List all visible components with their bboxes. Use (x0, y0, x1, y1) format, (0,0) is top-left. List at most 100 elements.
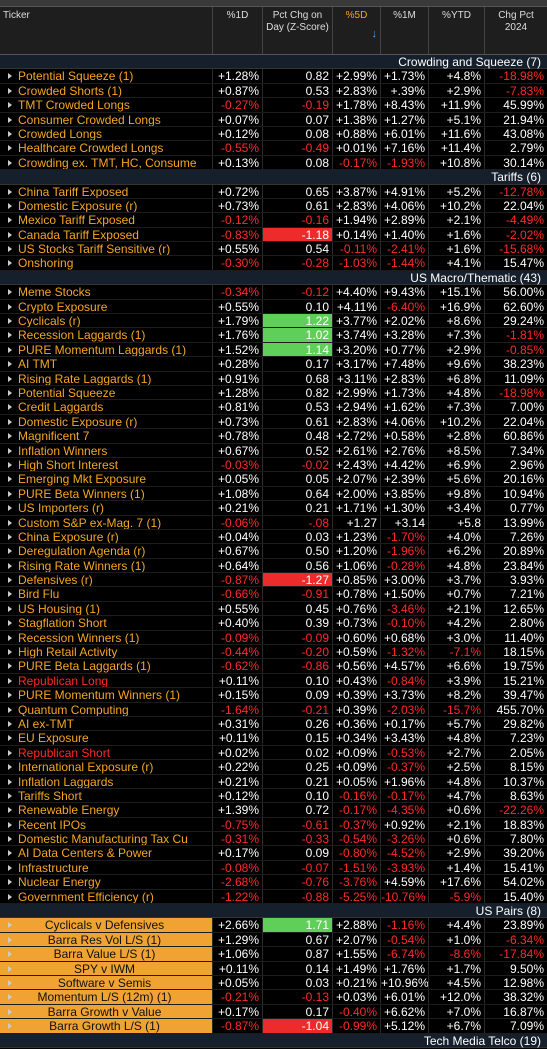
table-row[interactable]: Infrastructure -0.08% -0.07 -1.51% -3.93% +1.… (0, 860, 547, 876)
table-row[interactable]: US Importers (r) +0.21% 0.21 +1.71% +1.30% +3… (0, 501, 547, 516)
table-row[interactable]: Republican Long +0.11% 0.10 +0.43% -0.84% +3.… (0, 673, 547, 689)
table-row[interactable]: US Housing (1) +0.55% 0.45 +0.76% -3.46% +2.1… (0, 601, 547, 617)
table-row[interactable]: Meme Stocks -0.34% -0.12 +4.40% +9.43% +15.1%… (0, 285, 547, 300)
column-title[interactable]: Ticker (0, 7, 212, 54)
table-row[interactable]: Renewable Energy +1.39% 0.72 -0.17% -4.35% +0… (0, 803, 547, 818)
table-row[interactable]: High Retail Activity -0.44% -0.20 +0.59% -1.… (0, 645, 547, 660)
table-row[interactable]: PURE Beta Laggards (1) -0.62% -0.86 +0.56% +… (0, 659, 547, 674)
value-cell: +0.87% (212, 83, 262, 98)
value-cell: +2.99% (332, 385, 380, 400)
table-row[interactable]: Deregulation Agenda (r) +0.67% 0.50 +1.20% -… (0, 544, 547, 559)
table-row[interactable]: Canada Tariff Exposed -0.83% -1.18 +0.14% +1… (0, 227, 547, 243)
table-row[interactable]: Potential Squeeze (1) +1.28% 0.82 +2.99% +1.… (0, 69, 547, 84)
table-row[interactable]: Bird Flu -0.66% -0.91 +0.78% +1.50% +0.7% 7.21… (0, 587, 547, 602)
table-row[interactable]: Mexico Tariff Exposed -0.12% -0.16 +1.94% +2… (0, 213, 547, 228)
table-row[interactable]: Rising Rate Winners (1) +0.64% 0.56 +1.06% -… (0, 558, 547, 574)
value-cell: -2.02% (484, 227, 547, 242)
table-row[interactable]: PURE Momentum Winners (1) +0.15% 0.09 +0.39… (0, 688, 547, 703)
table-row[interactable]: Defensives (r) -0.87% -1.27 +0.85% +3.00% +3.… (0, 573, 547, 588)
value-cell: -0.10% (380, 616, 428, 630)
value-cell: 7.80% (484, 832, 547, 846)
table-row[interactable]: TMT Crowded Longs -0.27% -0.19 +1.78% +8.43%… (0, 98, 547, 113)
value-cell: +1.39% (212, 803, 262, 817)
table-row[interactable]: Rising Rate Laggards (1) +0.91% 0.68 +3.11%… (0, 371, 547, 386)
table-row[interactable]: Software v Semis +0.05% 0.03 +0.21% +10.96% +… (0, 976, 547, 991)
table-row[interactable]: Tariffs Short +0.12% 0.10 -0.16% -0.17% +4.7%… (0, 788, 547, 804)
table-row[interactable]: US Stocks Tariff Sensitive (r) +0.55% 0.54… (0, 242, 547, 257)
table-row[interactable]: Barra Growth v Value +0.17% 0.17 -0.40% +6.6… (0, 1004, 547, 1020)
group-header[interactable]: US Pairs (8) (0, 904, 547, 919)
table-row[interactable]: Emerging Mkt Exposure +0.05% 0.05 +2.07% +2.… (0, 472, 547, 487)
value-cell: +2.88% (332, 918, 380, 932)
table-row[interactable]: Crypto Exposure +0.55% 0.10 +4.11% -6.40% +16… (0, 299, 547, 315)
table-row[interactable]: Inflation Laggards +0.21% 0.21 +0.05% +1.96%… (0, 774, 547, 789)
table-row[interactable]: International Exposure (r) +0.22% 0.25 +0.0… (0, 760, 547, 775)
value-cell: 19.75% (484, 659, 547, 673)
column-label: Ticker (3, 10, 30, 21)
table-row[interactable]: AI Data Centers & Power +0.17% 0.09 -0.80% -… (0, 846, 547, 861)
table-row[interactable]: AI TMT +0.28% 0.17 +3.17% +7.48% +9.6% 38.23% (0, 357, 547, 372)
table-row[interactable]: Nuclear Energy -2.68% -0.76 -3.76% +4.59% +17… (0, 875, 547, 890)
table-row[interactable]: Stagflation Short +0.40% 0.39 +0.73% -0.10% +… (0, 616, 547, 631)
table-row[interactable]: EU Exposure +0.11% 0.15 +0.34% +3.43% +4.8% 7.… (0, 731, 547, 746)
value-cell: +1.6% (428, 227, 484, 242)
value-cell: +0.6% (428, 803, 484, 817)
value-cell: +5.8 (428, 515, 484, 529)
table-row[interactable]: Barra Growth L/S (1) -0.87% -1.04 -0.99% +5.… (0, 1019, 547, 1034)
table-row[interactable]: Quantum Computing -1.64% -0.21 +0.39% -2.03%… (0, 702, 547, 717)
value-cell: +1.73% (380, 385, 428, 400)
table-row[interactable]: Recession Winners (1) -0.09% -0.09 +0.60% +0… (0, 630, 547, 646)
table-row[interactable]: AI ex-TMT +0.31% 0.26 +0.36% +0.17% +5.7% 29.8… (0, 716, 547, 732)
table-row[interactable]: Magnificent 7 +0.78% 0.48 +2.72% +0.58% +2.8%… (0, 429, 547, 444)
table-row[interactable]: Domestic Manufacturing Tax Cu -0.31% -0.33… (0, 832, 547, 847)
table-row[interactable]: Republican Short +0.02% 0.02 +0.09% -0.53% +2… (0, 745, 547, 761)
ticker: Consumer Crowded Longs (0, 113, 212, 126)
column-title[interactable]: Chg Pct 2024 (484, 7, 547, 54)
group-header[interactable]: Tariffs (6) (0, 170, 547, 185)
table-row[interactable]: Credit Laggards +0.81% 0.53 +2.94% +1.62% +7.… (0, 400, 547, 415)
table-row[interactable]: Government Efficiency (r) -1.22% -0.88 -5.2… (0, 889, 547, 905)
table-row[interactable]: Cyclicals (r) +1.79% 1.22 +3.77% +2.02% +8.6%… (0, 314, 547, 329)
table-row[interactable]: Barra Value L/S (1) +1.06% 0.87 +1.55% -6.74… (0, 947, 547, 962)
value-cell: 0.72 (262, 803, 332, 817)
column-title[interactable]: %YTD (428, 7, 484, 54)
table-row[interactable]: Healthcare Crowded Longs -0.55% -0.49 +0.01… (0, 141, 547, 156)
table-row[interactable]: Crowding ex. TMT, HC, Consume +0.13% 0.08-… (0, 155, 547, 171)
value-cell: 7.21% (484, 587, 547, 601)
table-row[interactable]: China Tariff Exposed +0.72% 0.65 +3.87% +4.9… (0, 184, 547, 199)
table-row[interactable]: Recession Laggards (1) +1.76% 1.02 +3.74% +3… (0, 328, 547, 343)
column-title[interactable]: %1M (380, 7, 428, 54)
value-cell: +4.06% (380, 414, 428, 429)
column-title[interactable]: Pct Chg on Day (Z-Score) (262, 7, 332, 54)
group-header[interactable]: Crowding and Squeeze (7) (0, 55, 547, 70)
table-row[interactable]: Crowded Longs +0.12% 0.08 +0.88% +6.01% +11.6… (0, 126, 547, 142)
table-row[interactable]: Cyclicals v Defensives +2.66% 1.71 +2.88% -1… (0, 918, 547, 933)
table-row[interactable]: Onshoring -0.30% -0.28 -1.03% -1.44% +4.1% 15.… (0, 256, 547, 271)
table-row[interactable]: PURE Beta Winners (1) +1.08% 0.64 +2.00% +3.… (0, 486, 547, 502)
table-row[interactable]: Consumer Crowded Longs +0.07% 0.07 +1.38% +1… (0, 112, 547, 127)
table-row[interactable]: Barra Res Vol L/S (1) +1.29% 0.67 +2.07% -0.… (0, 932, 547, 948)
table-row[interactable]: Crowded Shorts (1) +0.87% 0.53 +2.83% +.39% +… (0, 83, 547, 99)
table-row[interactable]: Inflation Winners +0.67% 0.52 +2.61% +2.76% +… (0, 443, 547, 458)
value-cell: +2.83% (332, 414, 380, 429)
value-cell: 20.16% (484, 472, 547, 486)
ticker: Canada Tariff Exposed (0, 228, 212, 241)
table-row[interactable]: Domestic Exposure (r) +0.73% 0.61 +2.83% +4.… (0, 198, 547, 214)
table-row[interactable]: Potential Squeeze +1.28% 0.82 +2.99% +1.73% +… (0, 385, 547, 401)
table-row[interactable]: Custom S&P ex-Mag. 7 (1) -0.06% -.08 +1.27 +… (0, 515, 547, 530)
column-title[interactable]: %5D ↓ (332, 7, 380, 54)
column-title[interactable]: %1D (212, 7, 262, 54)
value-cell: +2.8% (428, 429, 484, 443)
table-row[interactable]: China Exposure (r) +0.04% 0.03 +1.23% -1.70%… (0, 529, 547, 545)
table-row[interactable]: High Short Interest -0.03% -0.02 +2.43% +4.4… (0, 457, 547, 473)
table-row[interactable]: Domestic Exposure (r) +0.73% 0.61 +2.83% +4.… (0, 414, 547, 430)
value-cell: -15.7% (428, 702, 484, 716)
group-header[interactable]: US Macro/Thematic (43) (0, 270, 547, 286)
value-cell: 22.04% (484, 198, 547, 213)
group-header[interactable]: Tech Media Telco (19) (0, 1033, 547, 1048)
table-row[interactable]: SPY v IWM +0.11% 0.14 +1.49% +1.76% +1.7% 9.50… (0, 961, 547, 976)
value-cell: +9.43% (380, 285, 428, 299)
table-row[interactable]: Recent IPOs -0.75% -0.61 -0.37% +0.92% +2.1% 1… (0, 817, 547, 833)
table-row[interactable]: PURE Momentum Laggards (1) +1.52% 1.14 +3.2… (0, 342, 547, 358)
table-row[interactable]: Momentum L/S (12m) (1) -0.21% -0.13 +0.03% +… (0, 990, 547, 1005)
